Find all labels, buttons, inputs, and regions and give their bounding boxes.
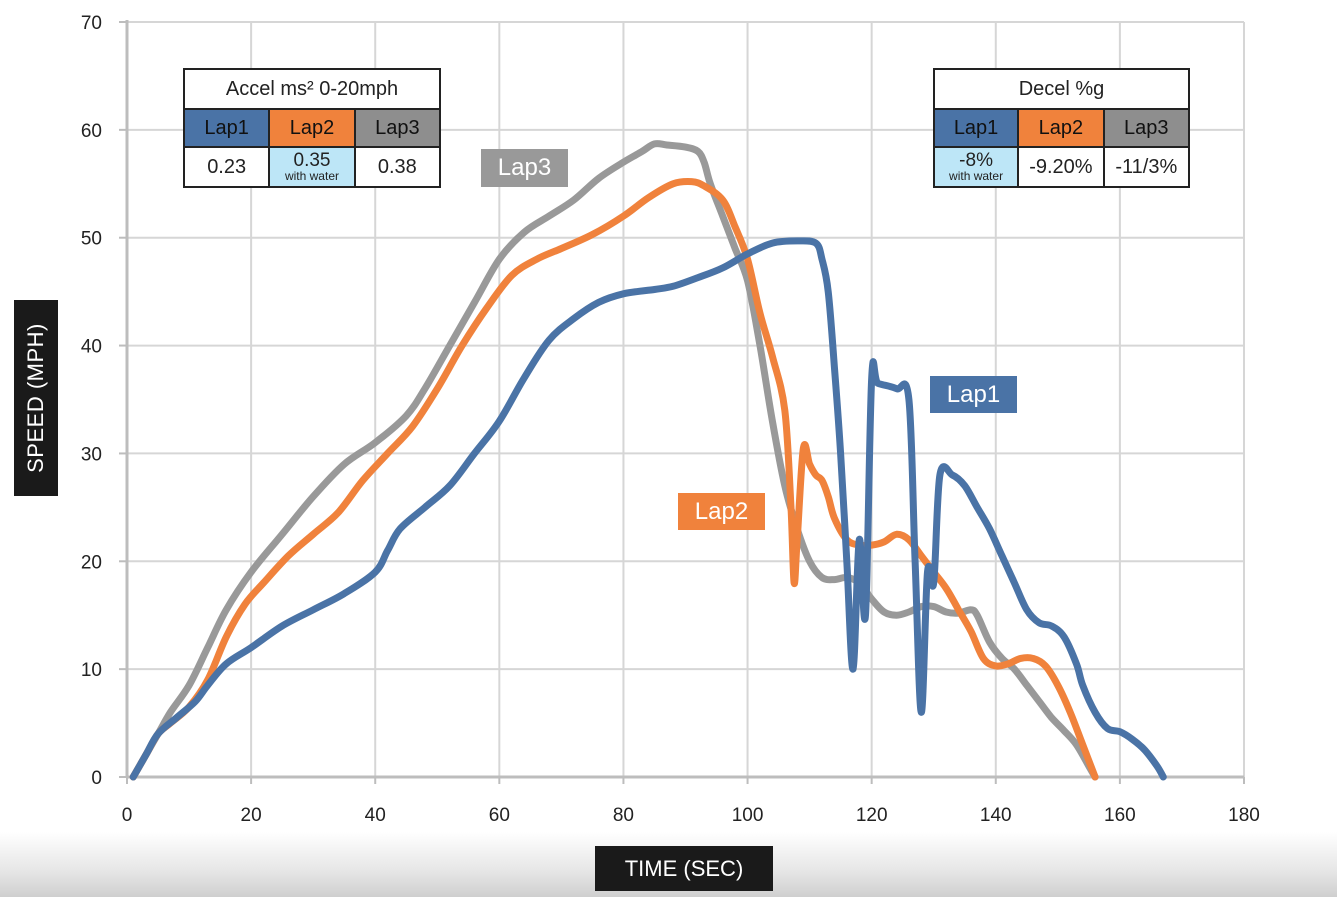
accel-value-lap2-cell: 0.35 with water bbox=[268, 146, 356, 188]
series-label-lap1: Lap1 bbox=[930, 376, 1017, 413]
x-tick-label: 80 bbox=[613, 805, 634, 826]
decel-header-lap1: Lap1 bbox=[932, 108, 1020, 148]
accel-value-lap3: 0.38 bbox=[353, 146, 442, 188]
y-tick-label: 10 bbox=[81, 660, 102, 681]
accel-header-lap1: Lap1 bbox=[182, 108, 271, 148]
accel-value-lap2: 0.35 bbox=[293, 150, 331, 171]
series-line-lap1 bbox=[129, 237, 1167, 781]
axes bbox=[119, 20, 1245, 784]
y-axis-label: SPEED (MPH) bbox=[23, 323, 48, 473]
x-axis-label: TIME (SEC) bbox=[595, 846, 773, 891]
accel-table-title: Accel ms² 0-20mph bbox=[183, 68, 441, 110]
y-tick-label: 0 bbox=[91, 768, 102, 789]
y-tick-label: 50 bbox=[81, 229, 102, 250]
y-tick-label: 60 bbox=[81, 121, 102, 142]
x-tick-labels: 0 20 40 60 80 100 120 140 160 180 bbox=[122, 805, 1260, 826]
series-line-lap3 bbox=[129, 140, 1099, 781]
decel-value-lap1: -8% bbox=[959, 150, 993, 171]
series-label-lap3: Lap3 bbox=[481, 149, 568, 187]
x-tick-label: 60 bbox=[489, 805, 510, 826]
x-tick-label: 100 bbox=[732, 805, 764, 826]
accel-table: Accel ms² 0-20mph Lap1 Lap2 Lap3 0.23 0.… bbox=[182, 68, 442, 188]
y-tick-label: 40 bbox=[81, 337, 102, 358]
accel-header-lap3: Lap3 bbox=[353, 108, 442, 148]
decel-note: with water bbox=[949, 169, 1004, 183]
y-tick-label: 20 bbox=[81, 552, 102, 573]
decel-header-lap2: Lap2 bbox=[1017, 108, 1105, 148]
y-axis-label-box bbox=[14, 300, 58, 496]
x-tick-label: 20 bbox=[241, 805, 262, 826]
decel-value-lap2: -9.20% bbox=[1017, 146, 1105, 188]
y-tick-label: 70 bbox=[81, 13, 102, 34]
accel-header-lap2: Lap2 bbox=[268, 108, 356, 148]
decel-header-lap3: Lap3 bbox=[1102, 108, 1191, 148]
decel-table: Decel %g Lap1 Lap2 Lap3 -8% with water -… bbox=[932, 68, 1191, 188]
decel-value-lap1-cell: -8% with water bbox=[932, 146, 1020, 188]
y-tick-label: 30 bbox=[81, 444, 102, 465]
x-tick-label: 140 bbox=[980, 805, 1012, 826]
accel-note: with water bbox=[284, 169, 339, 183]
x-tick-label: 0 bbox=[122, 805, 133, 826]
y-tick-labels: 0 10 20 30 40 50 60 70 bbox=[81, 13, 102, 789]
x-tick-label: 40 bbox=[365, 805, 386, 826]
x-tick-label: 120 bbox=[856, 805, 888, 826]
accel-value-lap1: 0.23 bbox=[182, 146, 271, 188]
series-lines bbox=[129, 140, 1167, 781]
decel-table-title: Decel %g bbox=[933, 68, 1190, 110]
series-line-lap2 bbox=[129, 177, 1099, 781]
decel-value-lap3: -11/3% bbox=[1102, 146, 1191, 188]
x-tick-label: 180 bbox=[1228, 805, 1260, 826]
x-tick-label: 160 bbox=[1104, 805, 1136, 826]
series-label-lap2: Lap2 bbox=[678, 493, 765, 530]
